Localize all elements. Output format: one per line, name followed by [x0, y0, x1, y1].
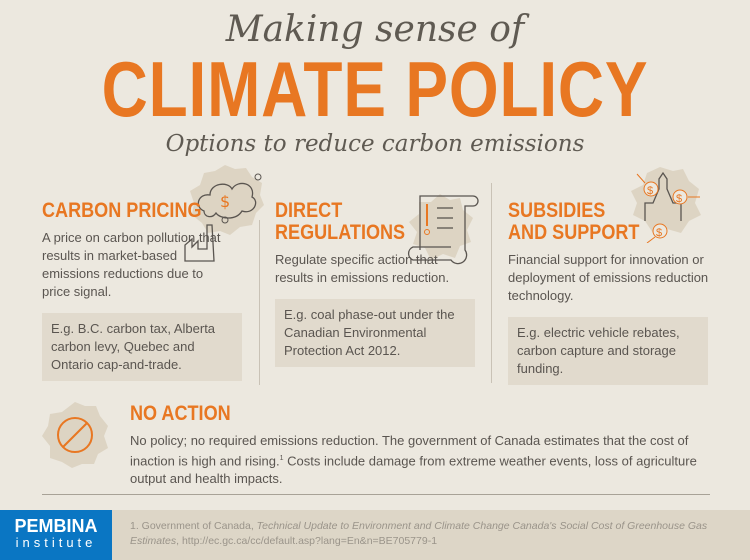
subsidies-description: Financial support for innovation or depl… [508, 252, 709, 303]
heading-line: DIRECT [275, 199, 343, 222]
subsidies-heading: SUBSIDIES AND SUPPORT [508, 200, 639, 244]
prohibited-icon [42, 402, 108, 468]
subtitle: Options to reduce carbon emissions [165, 131, 585, 157]
no-action-section: NO ACTION No policy; no required emissio… [130, 403, 715, 488]
carbon-pricing-heading: CARBON PRICING [42, 199, 202, 222]
carbon-pricing-example: E.g. B.C. carbon tax, Alberta carbon lev… [42, 313, 242, 381]
no-action-text-part: No policy; no required emissions reducti… [130, 433, 689, 469]
heading-line: AND SUPPORT [508, 221, 640, 244]
footnote-prefix: 1. Government of Canada, [130, 520, 257, 532]
pembina-logo: PEMBINA institute [0, 510, 112, 560]
subsidies-column: SUBSIDIES AND SUPPORT Financial support f… [508, 200, 728, 385]
scroll-alert-icon [407, 194, 479, 265]
heading-line: SUBSIDIES [508, 199, 606, 222]
svg-text:$: $ [220, 192, 230, 211]
parliament-dollar-icon: $ $ $ [631, 167, 701, 243]
no-action-text-part: Costs include damage from extreme weathe… [130, 453, 697, 487]
direct-regulations-column: DIRECT REGULATIONS Regulate specific acti… [275, 200, 480, 367]
pre-title: Making sense of [225, 9, 525, 50]
subsidies-example: E.g. electric vehicle rebates, carbon ca… [508, 317, 708, 385]
column-divider [491, 183, 492, 383]
carbon-pricing-description: A price on carbon pollution that results… [42, 230, 221, 299]
direct-regulations-heading: DIRECT REGULATIONS [275, 200, 405, 244]
direct-regulations-example: E.g. coal phase-out under the Canadian E… [275, 299, 475, 367]
logo-line: institute [15, 535, 97, 550]
no-action-text: No policy; no required emissions reducti… [130, 432, 715, 488]
footnote-url: , http://ec.gc.ca/cc/default.asp?lang=En… [176, 535, 438, 547]
footnote-mark: 1 [279, 455, 284, 462]
factory-cloud-dollar-icon: $ [184, 165, 264, 262]
carbon-pricing-column: CARBON PRICING A price on carbon polluti… [42, 200, 247, 381]
footer [0, 510, 750, 560]
logo-line: PEMBINA [14, 516, 98, 536]
direct-regulations-description: Regulate specific action that results in… [275, 252, 450, 285]
footnote: 1. Government of Canada, Technical Updat… [130, 519, 740, 549]
svg-text:$: $ [656, 227, 662, 239]
heading-line: REGULATIONS [275, 221, 406, 244]
svg-text:$: $ [676, 193, 682, 205]
column-divider [259, 220, 260, 385]
no-action-heading: NO ACTION [130, 402, 231, 425]
svg-text:$: $ [647, 185, 653, 197]
divider [42, 494, 710, 495]
page-title: CLIMATE POLICY [101, 45, 649, 133]
footnote-title: Technical Update to Environment and Clim… [130, 520, 708, 547]
